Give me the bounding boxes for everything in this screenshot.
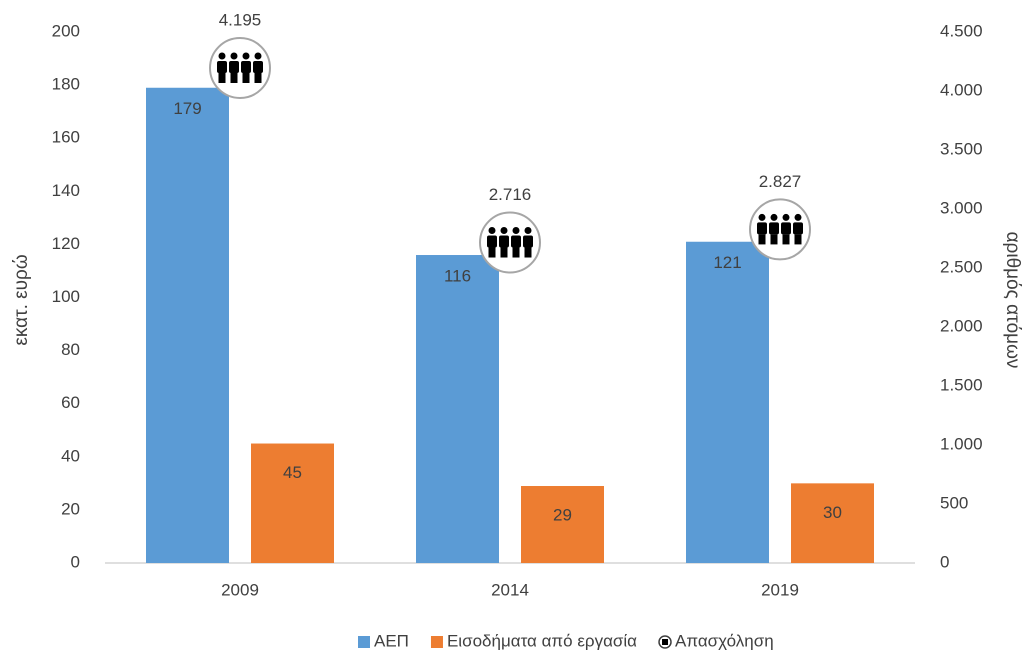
y-tick-label: 40 <box>61 446 80 465</box>
icon-head <box>230 52 238 60</box>
y2-axis-label: αριθμός ατόμων <box>1002 232 1023 369</box>
icon-head <box>488 227 496 235</box>
value-label: 30 <box>823 503 842 522</box>
y-tick-label: 60 <box>61 393 80 412</box>
x-tick-label: 2009 <box>221 580 259 599</box>
icon-body <box>241 60 251 73</box>
y2-tick-label: 4.500 <box>940 21 983 40</box>
icon-body <box>523 235 533 248</box>
icon-body <box>793 222 803 235</box>
y-tick-label: 200 <box>52 21 80 40</box>
icon-head <box>218 52 226 60</box>
icon-legs <box>218 72 226 83</box>
icon-body <box>499 235 509 248</box>
icon-legs <box>254 72 262 83</box>
icon-head <box>770 213 778 221</box>
icon-head <box>500 227 508 235</box>
y-tick-label: 140 <box>52 181 80 200</box>
icon-legs <box>758 234 766 245</box>
icon-legs <box>242 72 250 83</box>
y2-tick-label: 3.000 <box>940 198 983 217</box>
icon-body <box>253 60 263 73</box>
value-label: 179 <box>173 99 201 118</box>
y-tick-label: 160 <box>52 128 80 147</box>
y2-tick-label: 0 <box>940 552 949 571</box>
y-axis-label: εκατ. ευρώ <box>11 254 32 345</box>
icon-head <box>254 52 262 60</box>
y2-tick-label: 3.500 <box>940 139 983 158</box>
icon-head <box>758 213 766 221</box>
legend-swatch <box>430 636 443 648</box>
value-label: 29 <box>553 505 572 524</box>
value-label: 4.195 <box>219 10 262 29</box>
icon-head <box>782 213 790 221</box>
x-tick-label: 2019 <box>761 580 799 599</box>
bar <box>686 241 769 563</box>
icon-body <box>511 235 521 248</box>
icon-legs <box>794 234 802 245</box>
y2-tick-label: 1.500 <box>940 375 983 394</box>
legend-label: Απασχόληση <box>675 631 774 650</box>
x-tick-label: 2014 <box>491 580 529 599</box>
bar <box>251 443 334 563</box>
bar <box>521 486 604 563</box>
icon-legs <box>770 234 778 245</box>
y-tick-label: 180 <box>52 75 80 94</box>
icon-body <box>769 222 779 235</box>
y2-tick-label: 2.500 <box>940 257 983 276</box>
icon-body <box>217 60 227 73</box>
icon-legs <box>512 247 520 258</box>
value-label: 121 <box>713 253 741 272</box>
value-label: 116 <box>444 267 471 286</box>
bar <box>146 87 229 563</box>
icon-head <box>242 52 250 60</box>
icon-body <box>229 60 239 73</box>
icon-head <box>794 213 802 221</box>
icon-legs <box>488 247 496 258</box>
icon-legs <box>524 247 532 258</box>
icon-body <box>487 235 497 248</box>
icon-legs <box>500 247 508 258</box>
icon-legs <box>230 72 238 83</box>
y-tick-label: 20 <box>61 499 80 518</box>
icon-head <box>524 227 532 235</box>
icon-body <box>757 222 767 235</box>
y-tick-label: 0 <box>71 552 80 571</box>
legend-marker-icon <box>662 639 669 645</box>
icon-body <box>781 222 791 235</box>
legend-label: Εισοδήματα από εργασία <box>447 631 637 650</box>
y-tick-label: 100 <box>52 287 80 306</box>
value-label: 45 <box>283 463 302 482</box>
y2-tick-label: 500 <box>940 493 968 512</box>
employment-marker <box>749 198 811 261</box>
bar <box>416 255 499 563</box>
value-label: 2.716 <box>489 185 532 204</box>
employment-marker <box>479 211 541 274</box>
icon-legs <box>782 234 790 245</box>
y-tick-label: 80 <box>61 340 80 359</box>
value-label: 2.827 <box>759 172 802 191</box>
bar <box>791 483 874 563</box>
legend-swatch <box>358 636 370 648</box>
y2-tick-label: 1.000 <box>940 434 983 453</box>
icon-head <box>512 227 520 235</box>
y2-tick-label: 4.000 <box>940 80 983 99</box>
legend-label: ΑΕΠ <box>374 631 409 650</box>
employment-marker <box>209 36 271 99</box>
y2-tick-label: 2.000 <box>940 316 983 335</box>
y-tick-label: 120 <box>52 234 80 253</box>
